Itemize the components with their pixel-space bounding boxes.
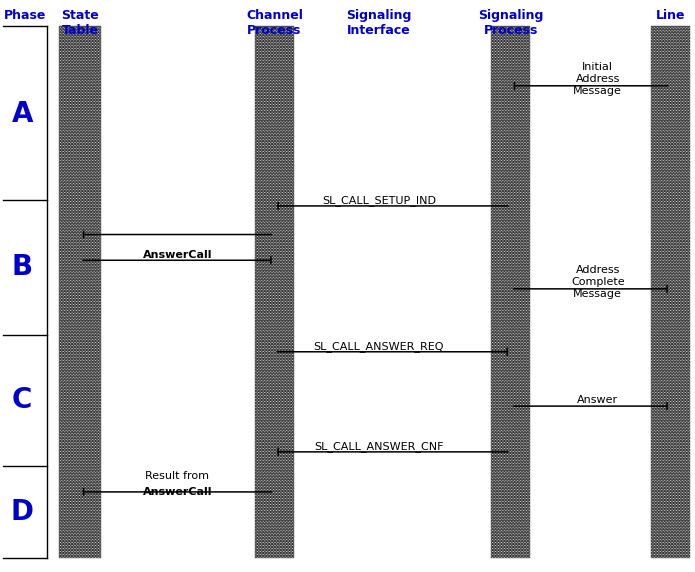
Bar [651, 26, 690, 558]
Text: C: C [12, 387, 33, 414]
Bar [651, 26, 690, 558]
Text: Signaling
Process: Signaling Process [478, 9, 543, 37]
Bar [491, 26, 530, 558]
Text: SL_CALL_ANSWER_REQ: SL_CALL_ANSWER_REQ [313, 340, 444, 352]
Bar [255, 26, 294, 558]
Bar [255, 26, 294, 558]
Text: Result from: Result from [145, 471, 209, 482]
Text: Answer: Answer [577, 395, 619, 406]
Text: D: D [10, 498, 34, 526]
Text: SL_CALL_SETUP_IND: SL_CALL_SETUP_IND [322, 194, 436, 206]
Text: AnswerCall: AnswerCall [142, 249, 212, 260]
Text: Signaling
Interface: Signaling Interface [346, 9, 411, 37]
Text: A: A [12, 101, 33, 128]
Text: Line: Line [656, 9, 685, 22]
Text: B: B [12, 253, 33, 281]
Text: AnswerCall: AnswerCall [142, 487, 212, 498]
Text: State
Table: State Table [61, 9, 99, 37]
Bar [59, 26, 101, 558]
Text: Phase: Phase [3, 9, 46, 22]
Bar [491, 26, 530, 558]
Text: Address
Complete
Message: Address Complete Message [571, 265, 625, 299]
Text: SL_CALL_ANSWER_CNF: SL_CALL_ANSWER_CNF [314, 440, 443, 452]
Text: Channel
Process: Channel Process [246, 9, 303, 37]
Bar [59, 26, 101, 558]
Text: Initial
Address
Message: Initial Address Message [573, 62, 622, 96]
